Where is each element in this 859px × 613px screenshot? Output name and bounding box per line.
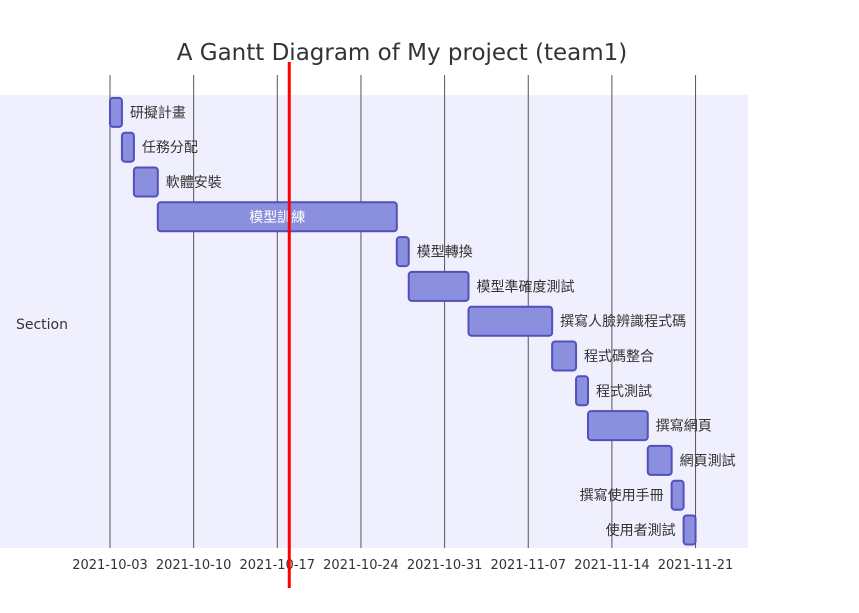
task-bar[interactable]	[587, 410, 649, 442]
x-axis-ticks: 2021-10-03 2021-10-10 2021-10-17 2021-10-24…	[72, 558, 733, 573]
task-label: 程式碼整合	[584, 349, 654, 365]
section-label: Section	[16, 317, 68, 333]
task-bar[interactable]	[646, 444, 673, 476]
task-bar[interactable]	[109, 96, 123, 128]
task-label: 撰寫網頁	[656, 418, 712, 435]
task-bar[interactable]	[120, 131, 135, 163]
task-bars: 研擬計畫任務分配軟體安裝模型訓練模型轉換模型準確度測試撰寫人臉辨識程式碼程式碼整…	[109, 96, 736, 546]
x-tick-label: 2021-10-17	[240, 558, 316, 573]
task-bar[interactable]	[395, 236, 410, 268]
x-tick-label: 2021-10-31	[407, 558, 483, 573]
task-bar[interactable]	[551, 340, 578, 372]
task-label: 模型轉換	[417, 245, 473, 261]
task-label: 軟體安裝	[166, 175, 222, 191]
task-label: 撰寫使用手冊	[580, 487, 664, 504]
task-label: 研擬計畫	[130, 105, 186, 121]
x-tick-label: 2021-11-07	[490, 558, 566, 573]
task-label: 撰寫人臉辨識程式碼	[560, 313, 686, 330]
task-bar[interactable]	[156, 201, 398, 233]
task-bar[interactable]	[467, 305, 554, 337]
task-label: 模型準確度測試	[477, 279, 575, 295]
task-bar[interactable]	[682, 514, 697, 546]
task-label: 程式測試	[596, 384, 652, 400]
x-tick-label: 2021-10-24	[323, 558, 399, 573]
x-tick-label: 2021-11-21	[658, 558, 734, 573]
task-label: 使用者測試	[606, 522, 676, 539]
task-bar[interactable]	[670, 479, 685, 511]
x-tick-label: 2021-10-03	[72, 558, 148, 573]
chart-title: A Gantt Diagram of My project (team1)	[177, 40, 628, 66]
task-bar[interactable]	[575, 375, 589, 407]
task-label: 網頁測試	[680, 453, 736, 469]
x-tick-label: 2021-11-14	[574, 558, 650, 573]
x-tick-label: 2021-10-10	[156, 558, 232, 573]
task-label: 模型訓練	[249, 210, 305, 226]
task-bar[interactable]	[407, 270, 470, 302]
task-bar[interactable]	[132, 166, 159, 198]
section-background	[0, 95, 748, 548]
task-label: 任務分配	[142, 140, 198, 156]
